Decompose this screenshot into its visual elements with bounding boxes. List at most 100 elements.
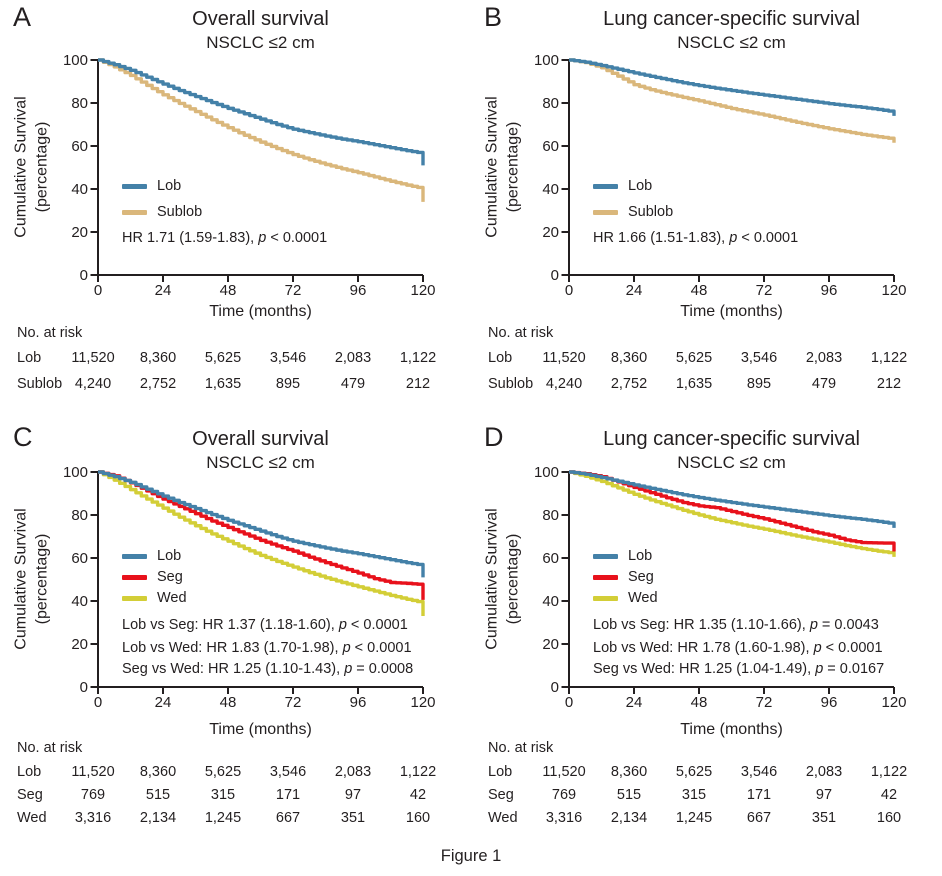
legend-label-lob: Lob <box>628 178 653 194</box>
hr-stat-before: Lob vs Seg: HR 1.35 (1.10-1.66), <box>593 617 810 633</box>
x-tick-label: 72 <box>284 694 302 711</box>
risk-value: 3,546 <box>269 350 307 366</box>
risk-value: 160 <box>405 810 431 826</box>
hr-stat-after: < 0.0001 <box>266 230 328 246</box>
x-tick-label: 120 <box>410 694 436 711</box>
series-line-seg <box>98 470 425 600</box>
hr-stat-after: = 0.0167 <box>823 661 885 677</box>
risk-value: 515 <box>145 787 171 803</box>
hr-stat-before: Lob vs Wed: HR 1.83 (1.70-1.98), <box>122 640 343 656</box>
risk-value: 3,316 <box>74 810 112 826</box>
hr-stat-after: = 0.0043 <box>817 617 879 633</box>
x-axis-label: Time (months) <box>680 303 783 320</box>
risk-value: 515 <box>616 787 642 803</box>
p-symbol: p <box>342 640 351 656</box>
legend-swatch-wed <box>122 596 147 601</box>
x-tick-label: 120 <box>881 282 907 299</box>
hr-stat-before: Lob vs Seg: HR 1.37 (1.18-1.60), <box>122 617 339 633</box>
risk-value: 8,360 <box>610 764 648 780</box>
risk-value: 667 <box>746 810 772 826</box>
risk-value: 479 <box>340 376 366 392</box>
risk-value: 42 <box>409 787 427 803</box>
risk-value: 97 <box>815 787 833 803</box>
risk-value: 1,635 <box>204 376 242 392</box>
risk-row-label-seg: Seg <box>17 787 43 803</box>
x-axis-label: Time (months) <box>209 721 312 738</box>
hr-stat-after: < 0.0001 <box>737 230 799 246</box>
risk-value: 1,635 <box>675 376 713 392</box>
y-tick-label: 100 <box>533 464 559 481</box>
risk-row-label-lob: Lob <box>17 350 42 366</box>
risk-value: 2,134 <box>610 810 648 826</box>
y-tick-label: 80 <box>71 95 88 112</box>
y-tick-label: 60 <box>71 138 88 155</box>
risk-row-label-lob: Lob <box>488 764 513 780</box>
series-line-wed <box>98 470 425 617</box>
panel-letter-a: A <box>13 2 32 32</box>
y-tick-label: 80 <box>542 95 559 112</box>
y-tick-label: 40 <box>542 181 559 198</box>
y-tick-label: 80 <box>542 507 559 524</box>
p-symbol: p <box>344 661 353 677</box>
series-line-lob <box>98 58 425 166</box>
risk-value: 1,122 <box>870 350 908 366</box>
y-tick-label: 20 <box>71 636 88 653</box>
p-symbol: p <box>258 230 267 246</box>
x-tick-label: 72 <box>755 694 773 711</box>
risk-row-label-lob: Lob <box>488 350 513 366</box>
legend-label-seg: Seg <box>157 569 183 585</box>
risk-value: 5,625 <box>204 764 242 780</box>
hr-stat-line: HR 1.71 (1.59-1.83), p < 0.0001 <box>122 229 327 247</box>
legend-swatch-lob <box>593 184 618 189</box>
panel-subtitle: NSCLC ≤2 cm <box>206 453 315 472</box>
x-tick-label: 72 <box>755 282 773 299</box>
panel-d: D Lung cancer-specific survival NSCLC ≤2 c… <box>471 420 942 835</box>
risk-value: 4,240 <box>545 376 583 392</box>
legend-swatch-lob <box>593 554 618 559</box>
risk-value: 3,316 <box>545 810 583 826</box>
legend-swatch-lob <box>122 184 147 189</box>
series-line-lob <box>569 58 896 116</box>
hr-stat-before: HR 1.66 (1.51-1.83), <box>593 230 730 246</box>
risk-table-header: No. at risk <box>488 325 554 341</box>
legend-swatch-seg <box>593 575 618 580</box>
risk-value: 160 <box>876 810 902 826</box>
legend-label-seg: Seg <box>628 569 654 585</box>
risk-value: 1,122 <box>870 764 908 780</box>
risk-table-header: No. at risk <box>17 740 83 756</box>
x-tick-label: 48 <box>690 694 708 711</box>
y-tick-label: 0 <box>550 679 559 696</box>
risk-value: 769 <box>80 787 106 803</box>
risk-value: 171 <box>275 787 301 803</box>
risk-value: 315 <box>210 787 236 803</box>
legend-label-wed: Wed <box>628 590 658 606</box>
x-tick-label: 0 <box>93 694 103 711</box>
risk-value: 3,546 <box>740 350 778 366</box>
p-symbol: p <box>815 661 824 677</box>
hr-stat-before: Seg vs Wed: HR 1.25 (1.10-1.43), <box>122 661 345 677</box>
y-tick-label: 0 <box>79 267 88 284</box>
y-tick-label: 40 <box>71 593 88 610</box>
panel-letter-d: D <box>484 422 504 452</box>
x-tick-label: 48 <box>219 282 237 299</box>
hr-stat-after: = 0.0008 <box>352 661 414 677</box>
risk-value: 171 <box>746 787 772 803</box>
x-tick-label: 48 <box>219 694 237 711</box>
hr-stat-after: < 0.0001 <box>346 617 408 633</box>
risk-value: 315 <box>681 787 707 803</box>
hr-stat-line: Seg vs Wed: HR 1.25 (1.10-1.43), p = 0.0… <box>122 660 413 678</box>
x-tick-label: 72 <box>284 282 302 299</box>
series-line-wed <box>569 470 896 557</box>
panel-a: A Overall survival NSCLC ≤2 cm Cumulative S… <box>0 0 471 415</box>
hr-stat-before: HR 1.71 (1.59-1.83), <box>122 230 259 246</box>
x-tick-label: 24 <box>625 694 643 711</box>
panel-b: B Lung cancer-specific survival NSCLC ≤2 c… <box>471 0 942 415</box>
series-line-lob <box>569 470 896 528</box>
risk-value: 351 <box>811 810 837 826</box>
x-tick-label: 24 <box>154 282 172 299</box>
risk-value: 11,520 <box>71 350 115 366</box>
survival-plot-c <box>90 470 425 694</box>
p-symbol: p <box>809 617 818 633</box>
risk-row-label-lob: Lob <box>17 764 42 780</box>
